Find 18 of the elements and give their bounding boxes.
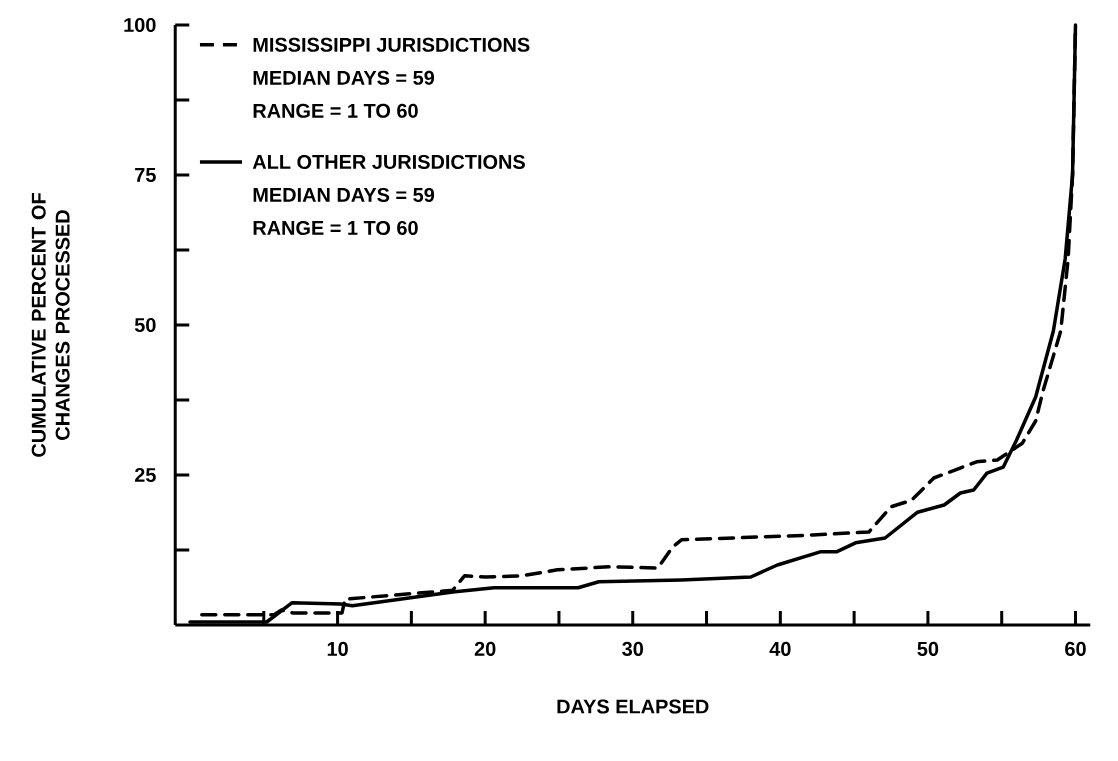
x-tick-label: 60: [1065, 641, 1086, 656]
x-tick-label: 10: [327, 641, 348, 656]
annotation: MEDIAN DAYS = 59: [253, 187, 435, 202]
y-tick-label: 50: [134, 317, 156, 333]
annotation: MEDIAN DAYS = 59: [253, 70, 435, 85]
x-tick-label: 40: [769, 641, 791, 656]
y-tick-label: 100: [124, 17, 156, 33]
y-tick-label: 75: [135, 168, 156, 182]
x-tick-label: 50: [917, 641, 939, 656]
legend-label: ALL OTHER JURISDICTIONS: [252, 154, 525, 169]
x-axis-title: DAYS ELAPSED: [557, 699, 709, 714]
x-tick-label: 20: [474, 641, 496, 656]
y-axis-title: CUMULATIVE PERCENT OF CHANGES PROCESSED: [31, 193, 70, 457]
y-tick-label: 25: [134, 467, 156, 483]
x-tick-label: 30: [622, 641, 644, 656]
legend-label: MISSISSIPPI JURISDICTIONS: [253, 37, 530, 52]
annotation: RANGE = 1 TO 60: [253, 103, 418, 118]
annotation: RANGE = 1 TO 60: [253, 220, 418, 235]
